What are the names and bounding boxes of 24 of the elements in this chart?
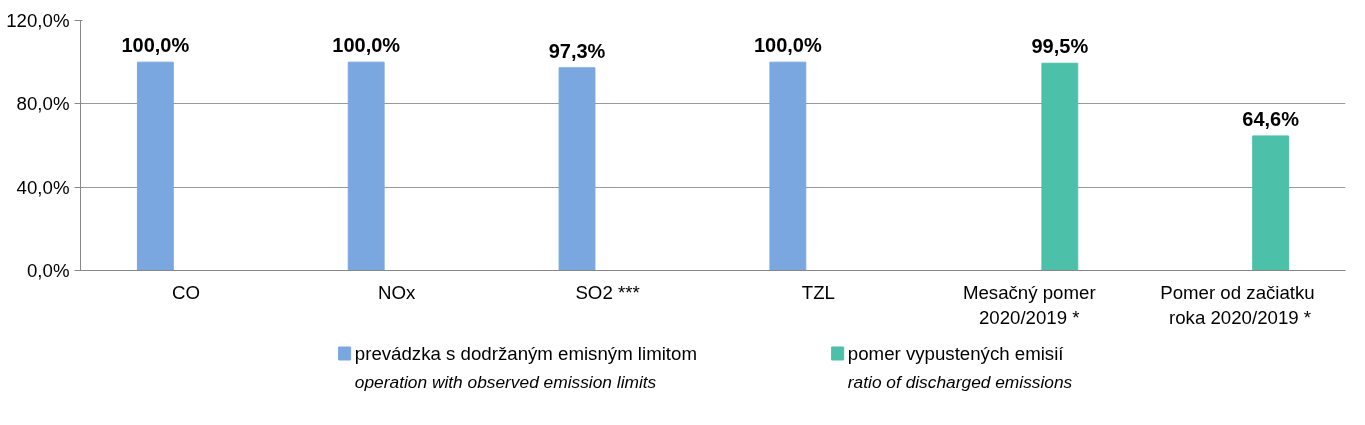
data-label: 97,3% [548, 39, 606, 62]
data-label: 99,5% [1031, 35, 1089, 58]
x-tick-label: Mesačný pomer 2020/2019 * [962, 281, 1096, 328]
bar [1252, 135, 1290, 271]
data-label: 100,0% [753, 34, 822, 57]
bar [347, 61, 385, 271]
legend-label: pomer vypustených emisií ratio of discharged emissions [847, 343, 1073, 392]
x-tick-label: Pomer od začiatku roka 2020/2019 * [1160, 281, 1315, 328]
legend-label: prevádzka s dodržaným emisným limitom operation with observed emission limits [354, 343, 697, 392]
bar [1041, 62, 1079, 271]
y-tick-label: 0,0% [26, 260, 70, 281]
bar [558, 67, 596, 271]
data-label: 100,0% [332, 34, 401, 57]
x-tick-label: CO [171, 281, 200, 303]
bar [769, 61, 807, 271]
y-tick-label: 40,0% [16, 176, 70, 198]
x-tick-label: TZL [801, 281, 835, 303]
y-tick-label: 80,0% [16, 93, 70, 115]
x-tick-label: NOx [378, 281, 417, 303]
x-tick-label: SO2 *** [575, 281, 640, 303]
data-label: 100,0% [121, 34, 190, 57]
data-label: 64,6% [1242, 107, 1300, 130]
y-tick-label: 120,0% [6, 10, 70, 31]
bar [136, 61, 174, 271]
